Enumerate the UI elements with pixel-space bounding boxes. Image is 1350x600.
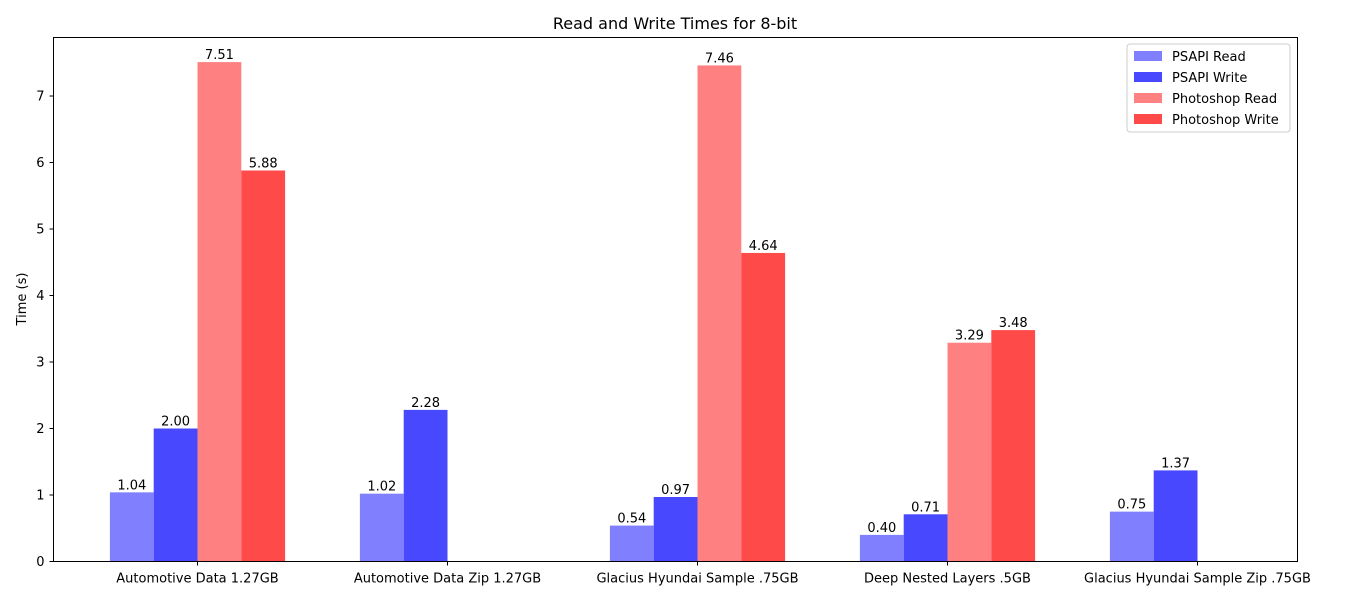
legend-items: PSAPI Read PSAPI Write Photoshop Read Photo… xyxy=(1134,50,1279,128)
legend-swatch xyxy=(1134,93,1162,103)
data-label: 1.04 xyxy=(117,478,146,493)
data-label: 4.64 xyxy=(749,239,778,254)
data-label: 0.54 xyxy=(617,512,646,527)
chart-title: Read and Write Times for 8-bit xyxy=(553,14,797,33)
data-labels-layer: 1.04 2.00 7.51 5.88 1.02 2.28 0.54 0.97 7.46 4.64… xyxy=(117,48,1190,536)
legend-frame xyxy=(1126,43,1291,133)
y-axis-ticks: 0 1 2 3 4 5 6 7 xyxy=(36,90,54,570)
legend-label: Photoshop Read xyxy=(1172,92,1277,107)
data-label: 0.40 xyxy=(867,521,896,536)
bar xyxy=(741,252,786,562)
bar xyxy=(1153,470,1198,562)
legend-label: PSAPI Read xyxy=(1172,50,1246,65)
data-label: 0.75 xyxy=(1117,498,1146,513)
bar xyxy=(241,170,286,562)
x-tick-label: Automotive Data 1.27GB xyxy=(116,572,278,587)
x-tick-label: Deep Nested Layers .5GB xyxy=(864,572,1031,587)
y-tick-label: 0 xyxy=(36,555,44,570)
bar xyxy=(403,409,448,562)
legend-swatch xyxy=(1134,114,1162,124)
x-tick-label: Glacius Hyundai Sample Zip .75GB xyxy=(1084,572,1311,587)
data-label: 0.97 xyxy=(661,483,690,498)
data-label: 5.88 xyxy=(249,156,278,171)
bar xyxy=(697,65,742,562)
bar xyxy=(197,62,242,562)
data-label: 1.02 xyxy=(367,480,396,495)
y-tick-label: 1 xyxy=(36,489,44,504)
bar xyxy=(109,492,154,562)
data-label: 3.29 xyxy=(955,329,984,344)
data-label: 2.28 xyxy=(411,396,440,411)
legend: PSAPI Read PSAPI Write Photoshop Read Photo… xyxy=(1126,43,1291,133)
data-label: 7.46 xyxy=(705,51,734,66)
bar xyxy=(609,525,654,562)
bar xyxy=(153,428,198,562)
y-tick-label: 4 xyxy=(36,289,44,304)
data-label: 2.00 xyxy=(161,415,190,430)
y-tick-label: 7 xyxy=(36,90,44,105)
bar xyxy=(1109,511,1154,562)
y-tick-label: 5 xyxy=(36,223,44,238)
y-axis-label: Time (s) xyxy=(15,273,30,327)
y-tick-label: 6 xyxy=(36,156,44,171)
bar xyxy=(947,342,992,562)
bars-layer xyxy=(109,62,1198,562)
legend-swatch xyxy=(1134,72,1162,82)
plot-frame xyxy=(53,37,1298,562)
bar xyxy=(859,534,904,562)
x-tick-label: Automotive Data Zip 1.27GB xyxy=(354,572,541,587)
x-axis-ticks: Automotive Data 1.27GB Automotive Data Zi… xyxy=(116,561,1311,587)
data-label: 7.51 xyxy=(205,48,234,63)
data-label: 0.71 xyxy=(911,500,940,515)
bar xyxy=(991,330,1036,562)
bar xyxy=(653,497,698,562)
x-tick-label: Glacius Hyundai Sample .75GB xyxy=(596,572,798,587)
legend-swatch xyxy=(1134,51,1162,61)
data-label: 1.37 xyxy=(1161,456,1190,471)
bar xyxy=(359,493,404,562)
bar xyxy=(903,514,948,562)
y-tick-label: 2 xyxy=(36,422,44,437)
legend-label: PSAPI Write xyxy=(1172,71,1247,86)
y-tick-label: 3 xyxy=(36,356,44,371)
legend-label: Photoshop Write xyxy=(1172,113,1279,128)
data-label: 3.48 xyxy=(999,316,1028,331)
